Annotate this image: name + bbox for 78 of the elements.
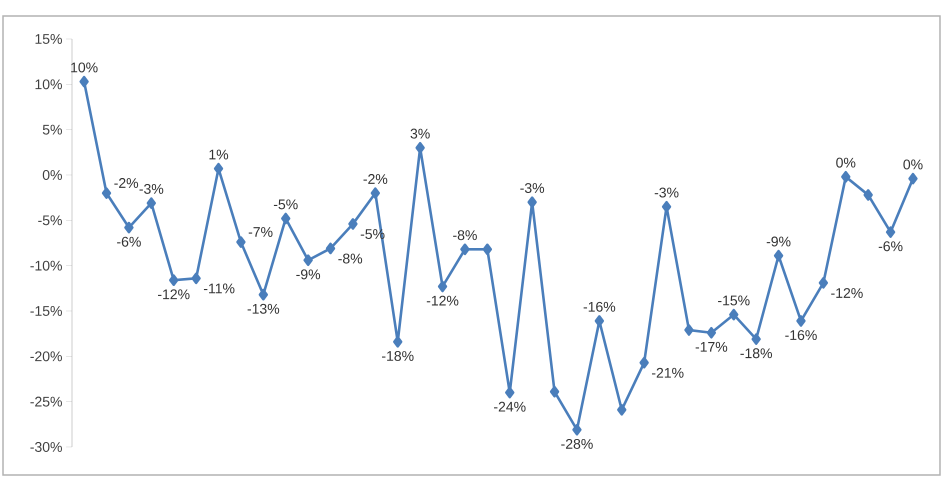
y-tick-label: 15%: [36, 34, 62, 44]
data-label: -2%: [114, 178, 138, 188]
data-label: -3%: [654, 188, 679, 198]
y-tick-label: 10%: [36, 79, 62, 90]
data-label: 0%: [903, 159, 923, 170]
point: [303, 254, 313, 266]
point: [214, 162, 224, 174]
point: [169, 274, 178, 286]
data-label: -12%: [158, 289, 190, 300]
point: [415, 142, 425, 154]
data-label: -18%: [382, 351, 414, 361]
data-label: 1%: [209, 150, 228, 160]
point: [348, 218, 358, 230]
y-tick-label: 0%: [42, 170, 62, 180]
data-label: -21%: [652, 368, 684, 378]
data-label: -9%: [296, 269, 320, 280]
data-label: -8%: [453, 230, 477, 240]
data-label: -7%: [248, 227, 273, 237]
point: [706, 326, 716, 339]
data-label: -18%: [740, 348, 772, 358]
point: [886, 226, 896, 238]
point: [572, 424, 582, 436]
data-label: -11%: [204, 284, 234, 294]
point: [729, 308, 738, 320]
point: [79, 76, 89, 88]
point: [550, 386, 560, 398]
point: [505, 386, 514, 398]
point: [460, 244, 470, 256]
point: [639, 356, 649, 368]
data-label: -17%: [696, 342, 728, 352]
point: [818, 277, 828, 289]
point: [438, 280, 448, 292]
data-label: -13%: [248, 304, 280, 314]
y-tick-label: -15%: [30, 306, 62, 316]
point: [326, 242, 336, 254]
point: [527, 196, 537, 208]
data-label: -6%: [878, 241, 903, 252]
point: [393, 336, 402, 348]
data-label: -3%: [520, 183, 544, 193]
data-label: -2%: [364, 174, 388, 184]
point: [191, 272, 201, 284]
point: [617, 404, 626, 416]
data-label: -28%: [561, 438, 593, 449]
data-label: -6%: [117, 236, 141, 247]
y-tick-label: -10%: [30, 260, 62, 271]
data-label: -8%: [338, 254, 362, 264]
point: [102, 187, 112, 199]
data-label: 3%: [410, 128, 430, 139]
point: [841, 171, 850, 183]
y-tick-label: -20%: [30, 351, 62, 362]
y-tick-label: 5%: [42, 124, 62, 135]
data-label: -12%: [426, 296, 458, 306]
y-tick-label: -25%: [30, 396, 62, 407]
y-tick-label: -5%: [38, 215, 62, 226]
point: [482, 244, 492, 256]
data-label: -3%: [139, 184, 164, 194]
point: [236, 236, 246, 248]
point: [684, 324, 694, 336]
data-label: -12%: [831, 288, 863, 298]
point: [796, 315, 806, 327]
data-label: -15%: [718, 296, 750, 306]
point: [908, 172, 918, 184]
data-label: -16%: [584, 302, 616, 312]
point: [258, 288, 268, 300]
y-tick-label: -30%: [30, 442, 62, 452]
data-label: -16%: [785, 330, 817, 340]
point: [864, 189, 873, 201]
data-label: 0%: [836, 158, 856, 168]
data-label: -24%: [494, 402, 526, 412]
data-label: 10%: [71, 62, 98, 72]
point: [774, 250, 784, 262]
point: [370, 187, 380, 199]
data-label: -5%: [274, 199, 298, 210]
point: [124, 222, 134, 234]
data-label: -9%: [766, 236, 791, 246]
point: [146, 197, 156, 209]
point: [281, 212, 290, 224]
point: [751, 333, 761, 345]
